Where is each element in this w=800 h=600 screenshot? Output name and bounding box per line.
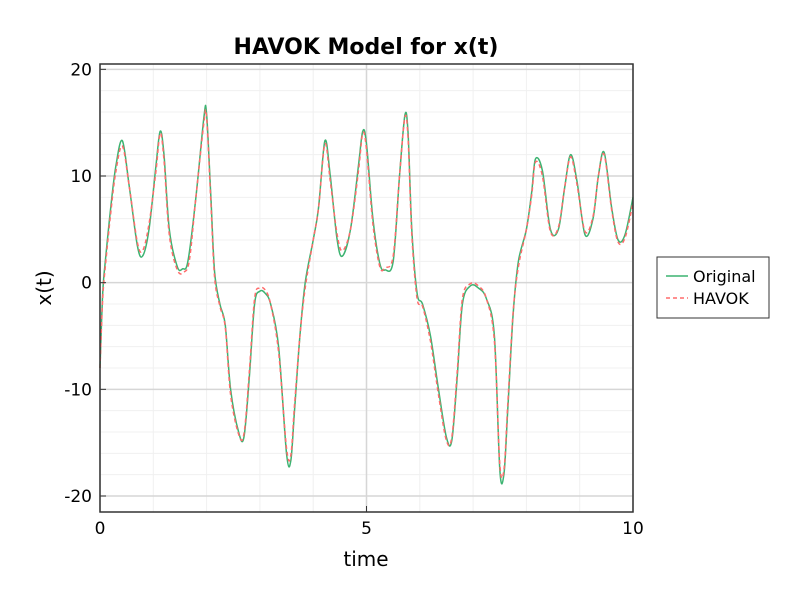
plot-series: [99, 104, 634, 485]
legend-label-original: Original: [693, 267, 756, 286]
y-tick-label: 10: [70, 167, 92, 187]
axis-ticks: 0 5 10 20 10 0 -10 -20: [64, 60, 644, 539]
y-tick-label: -10: [64, 380, 92, 400]
x-tick-label: 5: [361, 519, 372, 539]
y-axis-label: x(t): [32, 270, 56, 305]
legend-box: [656, 256, 770, 319]
legend: Original HAVOK: [656, 256, 770, 319]
x-axis-label: time: [343, 547, 388, 571]
chart-title: HAVOK Model for x(t): [234, 35, 499, 60]
legend-label-havok: HAVOK: [693, 289, 749, 308]
x-tick-label: 0: [95, 519, 106, 539]
x-tick-label: 10: [622, 519, 644, 539]
grid: [99, 64, 634, 512]
y-tick-label: -20: [64, 487, 92, 507]
y-tick-label: 0: [81, 274, 92, 294]
series-line-havok: [99, 108, 634, 480]
y-tick-label: 20: [70, 60, 92, 80]
